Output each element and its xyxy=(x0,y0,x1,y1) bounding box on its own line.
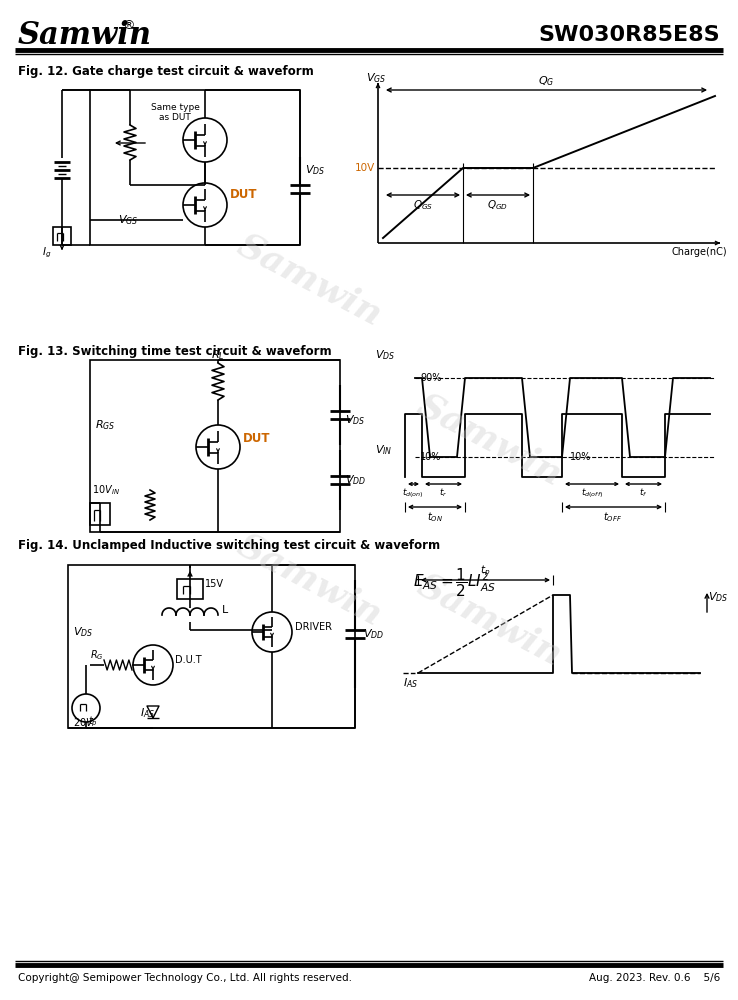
Text: $t_{d(on)}$: $t_{d(on)}$ xyxy=(402,486,424,500)
Text: $t_{ON}$: $t_{ON}$ xyxy=(427,510,443,524)
Text: $V_{GS}$: $V_{GS}$ xyxy=(366,71,386,85)
Bar xyxy=(53,227,71,245)
Text: ®: ® xyxy=(122,19,134,32)
Text: as DUT: as DUT xyxy=(159,112,191,121)
Text: $V_{DD}$: $V_{DD}$ xyxy=(363,627,384,641)
Bar xyxy=(90,90,300,245)
Text: Samwin: Samwin xyxy=(232,528,388,632)
Text: $t_p$: $t_p$ xyxy=(88,715,98,729)
Text: $V_{DS}$: $V_{DS}$ xyxy=(708,590,728,604)
Text: Samwin: Samwin xyxy=(412,388,568,492)
Text: $V_{DS}$: $V_{DS}$ xyxy=(73,625,93,639)
Text: 15V: 15V xyxy=(205,579,224,589)
Bar xyxy=(90,503,110,525)
Text: Samwin: Samwin xyxy=(18,19,152,50)
Text: $I_{AS}$: $I_{AS}$ xyxy=(140,706,156,720)
Text: SW030R85E8S: SW030R85E8S xyxy=(539,25,720,45)
Text: DUT: DUT xyxy=(230,188,258,202)
Text: Aug. 2023. Rev. 0.6    5/6: Aug. 2023. Rev. 0.6 5/6 xyxy=(589,973,720,983)
Text: $V_{IN}$: $V_{IN}$ xyxy=(375,443,393,457)
Text: $E_{AS}=\dfrac{1}{2}LI_{AS}^{2}$: $E_{AS}=\dfrac{1}{2}LI_{AS}^{2}$ xyxy=(413,567,496,599)
Text: $R_L$: $R_L$ xyxy=(211,348,225,362)
Text: $20V$: $20V$ xyxy=(73,716,94,728)
Text: D.U.T: D.U.T xyxy=(175,655,201,665)
Text: $t_r$: $t_r$ xyxy=(439,487,447,499)
Text: Samwin: Samwin xyxy=(232,228,388,332)
Text: $Q_G$: $Q_G$ xyxy=(538,74,554,88)
Text: Fig. 14. Unclamped Inductive switching test circuit & waveform: Fig. 14. Unclamped Inductive switching t… xyxy=(18,538,440,552)
Text: $R_G$: $R_G$ xyxy=(90,648,103,662)
Text: $V_{DS}$: $V_{DS}$ xyxy=(375,348,396,362)
Text: $V_{GS}$: $V_{GS}$ xyxy=(118,213,138,227)
Text: DRIVER: DRIVER xyxy=(295,622,332,632)
Text: Charge(nC): Charge(nC) xyxy=(672,247,727,257)
Bar xyxy=(90,360,340,532)
Text: $Q_{GS}$: $Q_{GS}$ xyxy=(413,198,433,212)
Text: Same type: Same type xyxy=(151,103,199,111)
Text: DUT: DUT xyxy=(243,432,271,444)
Bar xyxy=(177,579,203,599)
Text: $V_{DS}$: $V_{DS}$ xyxy=(305,163,325,177)
Text: $V_{DD}$: $V_{DD}$ xyxy=(345,473,366,487)
Text: $t_p$: $t_p$ xyxy=(480,564,490,578)
Text: $t_{OFF}$: $t_{OFF}$ xyxy=(604,510,623,524)
Text: $I_{AS}$: $I_{AS}$ xyxy=(403,676,418,690)
Text: $t_f$: $t_f$ xyxy=(638,487,647,499)
Text: $Q_{GD}$: $Q_{GD}$ xyxy=(488,198,508,212)
Text: 10V: 10V xyxy=(355,163,375,173)
Text: 10%: 10% xyxy=(570,452,591,462)
Text: L: L xyxy=(222,605,228,615)
Text: Samwin: Samwin xyxy=(412,568,568,672)
Text: Fig. 13. Switching time test circuit & waveform: Fig. 13. Switching time test circuit & w… xyxy=(18,346,331,359)
Text: $V_{DS}$: $V_{DS}$ xyxy=(345,413,365,427)
Text: 90%: 90% xyxy=(420,373,441,383)
Text: 10%: 10% xyxy=(420,452,441,462)
Text: Fig. 12. Gate charge test circuit & waveform: Fig. 12. Gate charge test circuit & wave… xyxy=(18,66,314,79)
Bar xyxy=(68,565,355,728)
Text: $t_{d(off)}$: $t_{d(off)}$ xyxy=(581,486,603,500)
Text: $R_{GS}$: $R_{GS}$ xyxy=(95,418,115,432)
Text: Copyright@ Semipower Technology Co., Ltd. All rights reserved.: Copyright@ Semipower Technology Co., Ltd… xyxy=(18,973,352,983)
Text: $I_g$: $I_g$ xyxy=(42,246,52,260)
Text: $10V_{IN}$: $10V_{IN}$ xyxy=(92,483,120,497)
